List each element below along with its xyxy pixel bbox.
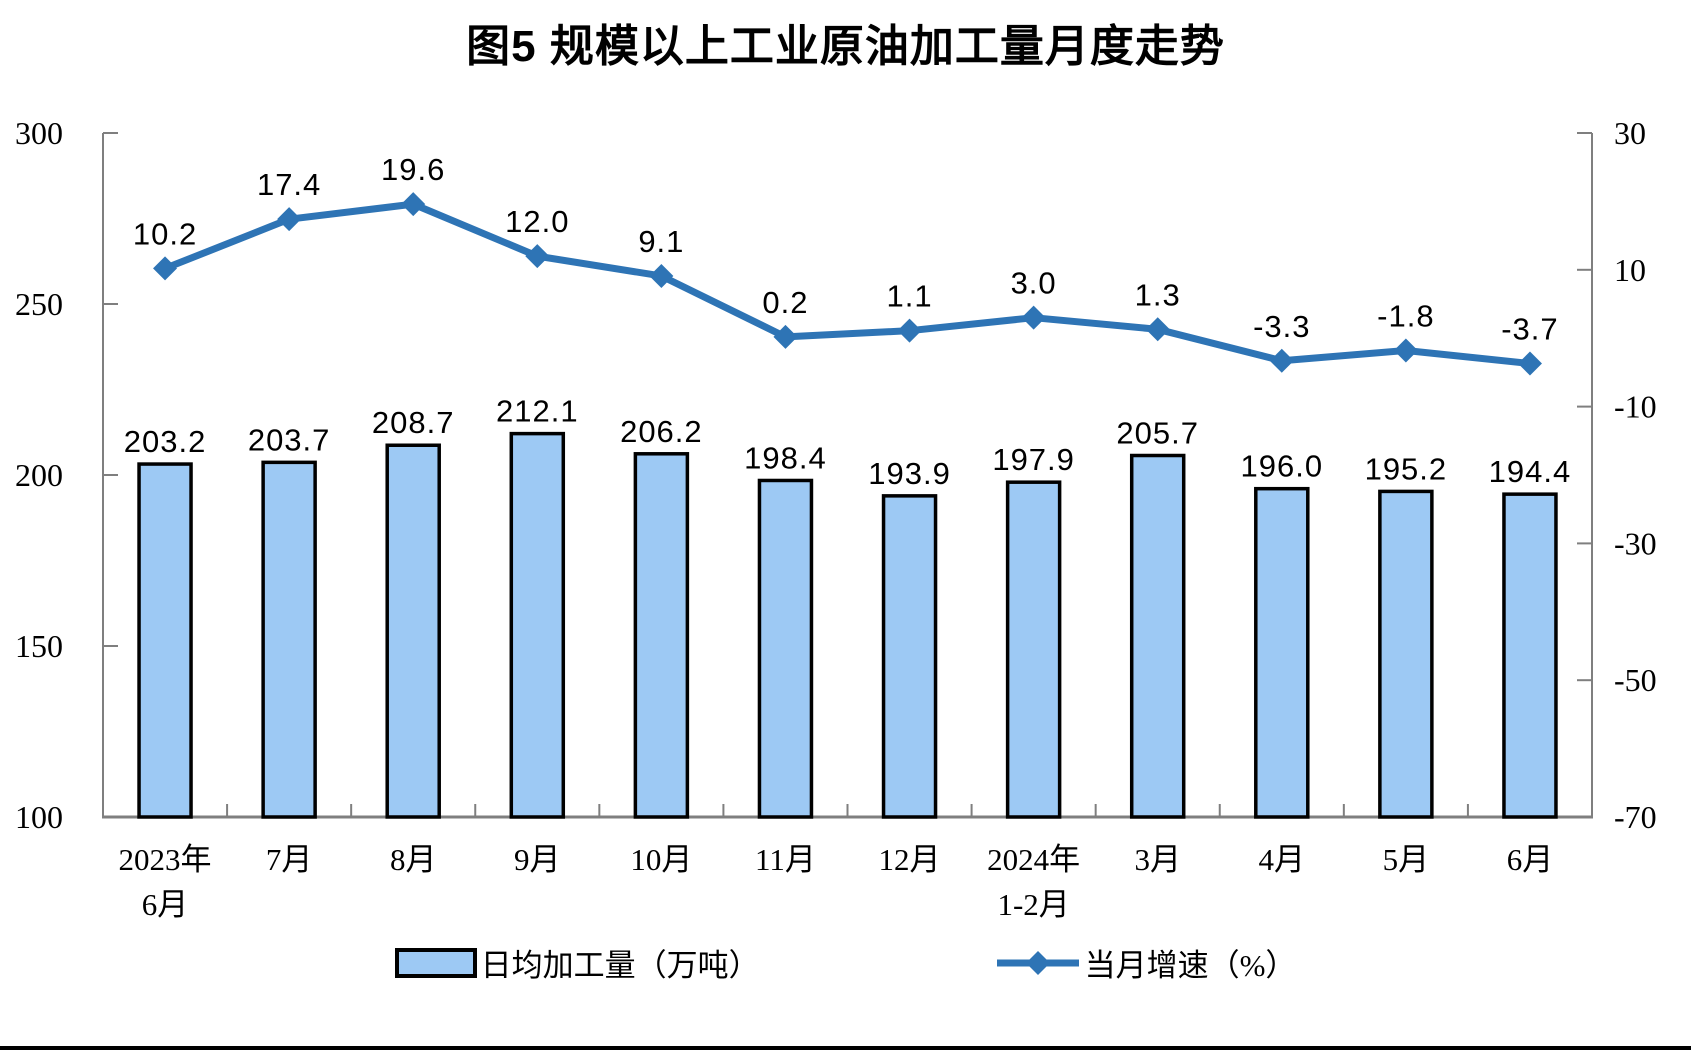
bar-series-swatch-icon: [394, 947, 477, 978]
line-marker-icon: [773, 324, 798, 349]
left-axis-tick-label: 200: [15, 457, 63, 493]
line-marker-icon: [1517, 351, 1542, 376]
line-marker-icon: [1145, 317, 1170, 342]
bar: [1005, 480, 1062, 819]
legend-item-bar-series: 日均加工量（万吨）: [394, 940, 760, 985]
line-value-label: 1.3: [1135, 277, 1181, 312]
left-axis-tick-label: 150: [15, 628, 63, 664]
line-value-label: -3.7: [1501, 312, 1558, 347]
line-value-label: 1.1: [886, 279, 932, 314]
line-value-label: -1.8: [1377, 299, 1434, 334]
left-axis-tick-label: 250: [15, 286, 63, 322]
right-axis-tick-label: -70: [1614, 799, 1657, 835]
bar: [137, 462, 193, 819]
bar-value-label: 194.4: [1489, 454, 1572, 489]
bar-value-label: 208.7: [372, 405, 455, 440]
right-axis-tick-label: 10: [1614, 252, 1646, 288]
line-series-label: 当月增速（%）: [1084, 948, 1297, 983]
chart-plot-area: 300 250 200 150 100 30 10 -10 -30 -50 -70 2023年 6月 7月…: [15, 115, 1657, 922]
bar-value-label: 212.1: [496, 394, 579, 429]
bar-value-label: 193.9: [868, 456, 951, 491]
right-axis-tick-label: -50: [1614, 662, 1657, 698]
line-value-label: 10.2: [133, 216, 197, 251]
x-axis-label: 10月: [630, 842, 692, 877]
right-axis-tick-label: 30: [1614, 115, 1646, 151]
bar: [1129, 453, 1186, 819]
line-marker-icon: [1269, 348, 1294, 373]
x-axis-label: 2023年: [119, 842, 212, 877]
bar-value-label: 206.2: [620, 414, 703, 449]
bar-value-label: 197.9: [992, 442, 1075, 477]
line-value-label: 12.0: [505, 204, 569, 239]
line-marker-icon: [649, 263, 674, 288]
line-marker-icon: [525, 244, 550, 269]
line-marker-icon: [1393, 338, 1418, 363]
legend-item-line-series: 当月增速（%）: [995, 940, 1297, 985]
x-axis-label-line2: 6月: [142, 887, 189, 922]
line-value-label: 17.4: [257, 167, 321, 202]
bar-value-label: 205.7: [1116, 416, 1199, 451]
x-axis-label: 9月: [514, 842, 561, 877]
line-marker-icon: [897, 318, 922, 343]
bar: [633, 452, 690, 819]
line-series-swatch-icon: [996, 950, 1079, 975]
x-axis-label: 12月: [879, 842, 941, 877]
bar-value-label: 203.2: [124, 424, 207, 459]
line-value-label: 3.0: [1011, 266, 1057, 301]
line-value-label: 0.2: [762, 285, 808, 320]
x-axis-label: 4月: [1259, 842, 1306, 877]
x-axis-label-line2: 1-2月: [997, 887, 1069, 922]
right-axis-tick-label: -10: [1614, 389, 1657, 425]
x-axis-label: 7月: [266, 842, 313, 877]
line-marker-icon: [277, 207, 302, 232]
x-axis-label: 3月: [1134, 842, 1181, 877]
growth-line: [161, 200, 1534, 368]
x-axis-label: 5月: [1383, 842, 1430, 877]
bar-value-label: 195.2: [1365, 451, 1448, 486]
right-axis-tick-label: -30: [1614, 525, 1657, 561]
left-axis-tick-label: 300: [15, 115, 63, 151]
bar: [757, 478, 814, 819]
bar: [1254, 486, 1310, 819]
bar: [509, 431, 566, 819]
line-value-label: -3.3: [1253, 309, 1310, 344]
bar: [1378, 489, 1434, 819]
bar: [261, 460, 317, 819]
chart-legend: 日均加工量（万吨） 当月增速（%）: [0, 940, 1691, 985]
bar-series-label: 日均加工量（万吨）: [480, 948, 760, 983]
bar-value-label: 203.7: [248, 422, 331, 457]
bar: [385, 443, 441, 819]
line-marker-icon: [1021, 305, 1046, 330]
bar-value-label: 196.0: [1241, 449, 1324, 484]
x-axis-label: 8月: [390, 842, 437, 877]
page-bottom-rule: [0, 1046, 1691, 1050]
line-marker-icon: [153, 256, 178, 281]
x-axis-label: 11月: [755, 842, 816, 877]
line-marker-icon: [401, 192, 426, 217]
bar-value-label: 198.4: [744, 440, 827, 475]
x-axis-label: 2024年: [987, 842, 1080, 877]
chart-title: 图5 规模以上工业原油加工量月度走势: [466, 22, 1225, 71]
line-value-label: 9.1: [638, 224, 684, 259]
bar: [881, 494, 938, 819]
left-axis-tick-label: 100: [15, 799, 63, 835]
line-value-label: 19.6: [381, 152, 445, 187]
legend-line-marker: [1025, 950, 1050, 975]
x-axis-label: 6月: [1507, 842, 1554, 877]
bar: [1502, 492, 1558, 819]
